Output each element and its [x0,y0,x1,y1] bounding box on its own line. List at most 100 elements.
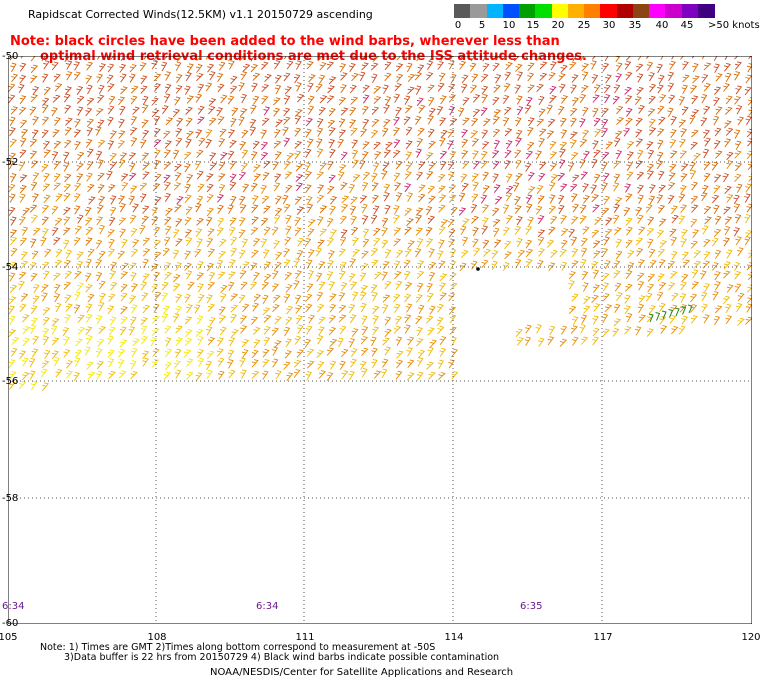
wind-barb [142,258,149,269]
wind-barb [77,314,85,323]
wind-barb [294,115,302,125]
wind-barb [274,261,282,270]
wind-barb [395,315,403,325]
wind-barb [206,183,214,193]
wind-barb [735,85,743,95]
wind-barb [594,217,602,226]
wind-barb [359,195,368,204]
wind-barb [601,118,609,128]
wind-barb [76,106,84,116]
wind-barb [734,283,742,293]
wind-barb [63,207,71,216]
wind-barb [439,347,447,357]
wind-barb [658,218,667,227]
wind-barb [283,259,291,269]
wind-barb [447,129,455,138]
wind-barb [207,228,215,237]
wind-barb [154,291,162,301]
wind-barb [142,357,149,367]
wind-barb [141,215,149,225]
wind-barb [74,182,82,192]
wind-barb [471,73,479,83]
wind-barb [449,282,458,291]
wind-barb [373,227,381,237]
wind-barb [350,196,358,205]
wind-barb [614,197,623,206]
wind-barb [713,315,721,326]
wind-barb [95,259,103,269]
wind-barb [128,195,135,205]
wind-barb [140,317,149,326]
wind-barb [571,174,580,183]
wind-barb [593,84,601,94]
wind-barb [470,130,479,139]
wind-barb [560,261,568,271]
wind-barb [250,63,259,73]
wind-barb [206,369,213,379]
legend-swatch [519,4,536,18]
wind-barb [216,107,224,117]
wind-barb [184,183,191,194]
wind-barb [537,195,545,204]
wind-barb [571,336,579,346]
wind-barb [439,95,447,105]
wind-barb [703,129,710,139]
wind-barb [273,140,282,149]
wind-barb [536,56,542,62]
wind-barb [404,183,412,193]
wind-barb [724,106,733,115]
longitude-label: 105 [0,632,18,643]
wind-barb [647,283,655,293]
wind-barb [64,104,72,114]
wind-barb [671,250,678,261]
wind-barb [714,215,722,225]
wind-barb [679,304,688,313]
wind-barb [415,214,423,224]
wind-barb [338,248,346,257]
wind-barb [703,205,712,215]
wind-barb [241,129,249,139]
wind-barb [129,295,137,304]
wind-barb [405,140,413,150]
wind-barb [132,338,140,347]
wind-barb [85,284,93,293]
wind-barb [84,272,92,282]
wind-barb [55,193,63,202]
wind-barb [348,370,355,381]
wind-barb [328,315,337,324]
wind-barb [437,82,445,92]
wind-barb [558,73,566,82]
wind-barb [670,236,677,246]
wind-barb [361,347,369,356]
wind-barb [668,94,676,104]
wind-barb [659,94,667,103]
wind-barb [592,94,600,103]
wind-barb [527,84,535,93]
wind-barb [690,218,698,228]
wind-barb [242,183,250,193]
wind-barb [493,139,500,150]
wind-barb [64,270,73,279]
wind-barb [448,306,457,315]
wind-barb [306,360,315,369]
wind-barb [440,219,449,228]
wind-barb [319,62,327,71]
wind-barb [392,293,401,303]
wind-barb [571,293,579,302]
wind-barb [21,128,29,138]
wind-barb [361,367,368,378]
wind-barb [129,64,137,73]
wind-barb [516,337,524,346]
wind-barb [582,129,590,139]
wind-barb [130,85,139,94]
wind-barb [393,325,402,334]
wind-barb [679,138,686,148]
wind-barb [228,369,236,379]
wind-barb [95,150,103,161]
wind-barb [185,71,192,82]
wind-barb [340,229,348,239]
wind-barb [261,217,269,226]
wind-barb [471,193,479,203]
wind-barb [53,173,61,182]
wind-barb [635,63,644,72]
